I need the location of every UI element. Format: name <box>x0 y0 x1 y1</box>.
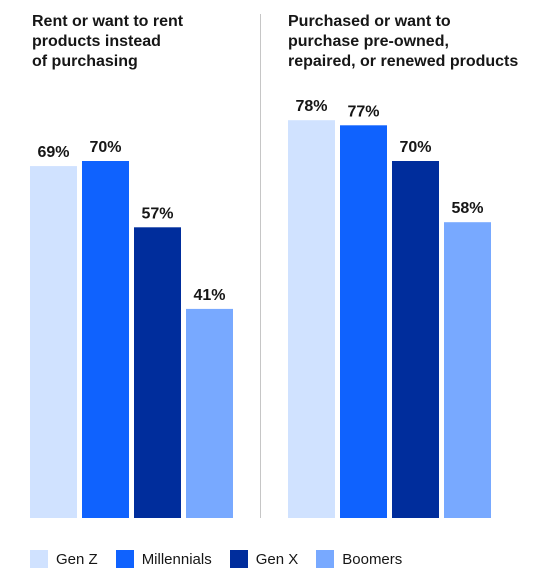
legend-swatch <box>30 550 48 568</box>
bar-value-label: 58% <box>451 200 483 217</box>
legend-swatch <box>229 550 248 568</box>
bar-gen-x <box>392 161 439 518</box>
bar-millennials <box>340 125 387 519</box>
bar-value-label: 70% <box>89 139 121 156</box>
bar-gen-z <box>30 166 77 518</box>
chart-title: Rent or want to rent products instead of… <box>32 13 184 70</box>
bar-boomers <box>186 308 233 518</box>
panel-divider <box>260 14 261 518</box>
bar-value-label: 69% <box>37 144 69 161</box>
legend-label: Millennials <box>141 550 212 568</box>
bar-millennials <box>82 161 129 518</box>
bar-value-label: 77% <box>347 103 379 120</box>
bar-value-label: 57% <box>141 205 173 222</box>
legend-label: Gen X <box>255 550 299 568</box>
legend-label: Gen Z <box>56 550 98 568</box>
bar-value-label: 41% <box>193 287 225 304</box>
bar-chart-preowned: 78% 77% 70% 58% <box>288 98 491 519</box>
bar-boomers <box>444 222 491 518</box>
chart-title: Purchased or want to purchase pre-owned,… <box>288 13 519 70</box>
chart-panel-rent: Rent or want to rent products instead of… <box>0 0 270 540</box>
legend-item-gen-x: Gen X <box>229 550 299 568</box>
legend-item-boomers: Boomers <box>316 550 402 568</box>
chart-legend: Gen Z Millennials Gen X Boomers <box>30 548 420 570</box>
legend-label: Boomers <box>342 550 403 568</box>
bar-value-label: 70% <box>399 139 431 156</box>
legend-swatch <box>316 550 335 568</box>
chart-panel-preowned: Purchased or want to purchase pre-owned,… <box>282 0 552 540</box>
legend-item-gen-z: Gen Z <box>30 550 98 568</box>
legend-swatch <box>115 550 134 568</box>
bar-chart-rent: 69% 70% 57% 41% <box>30 139 233 519</box>
bar-value-label: 78% <box>295 98 327 115</box>
bar-gen-x <box>134 227 181 519</box>
legend-item-millennials: Millennials <box>115 550 212 568</box>
bar-gen-z <box>288 120 335 518</box>
